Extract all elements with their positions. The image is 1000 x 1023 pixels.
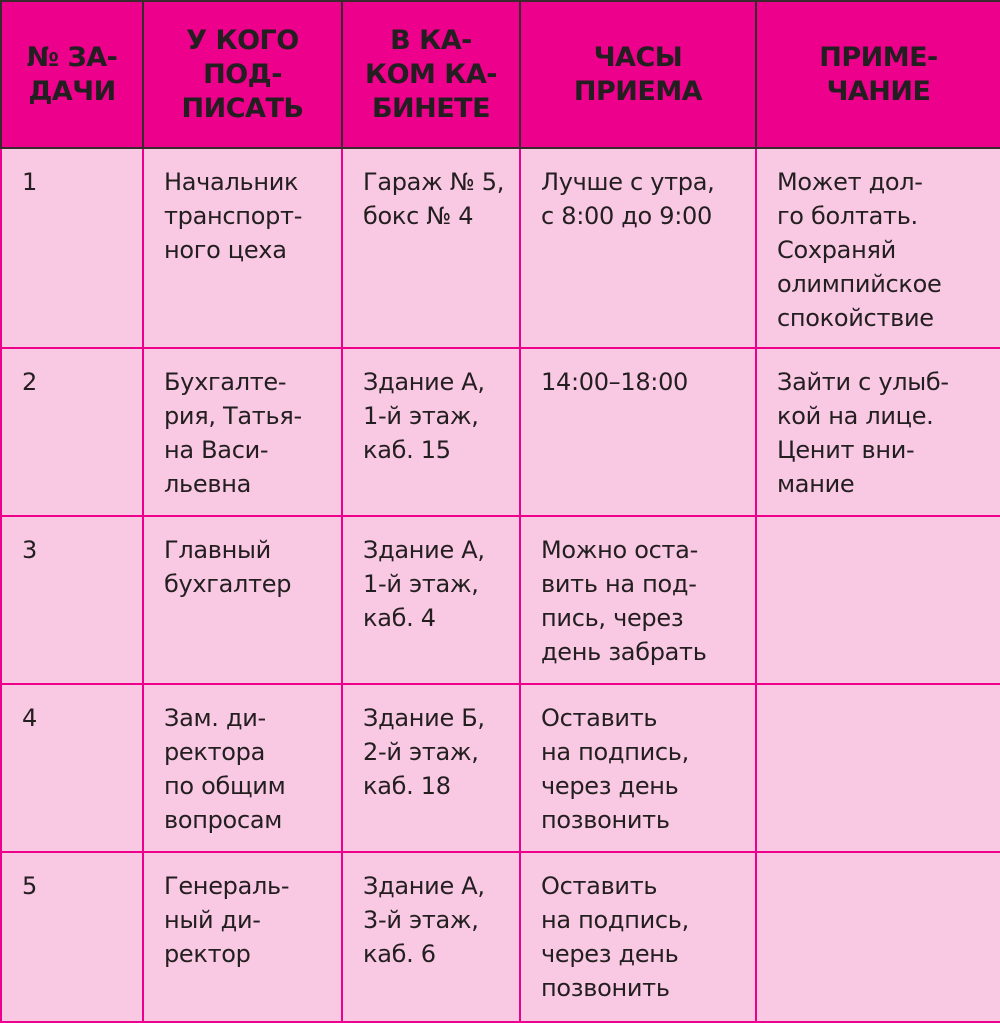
cell-hours: Лучше с утра, с 8:00 до 9:00 (519, 147, 757, 349)
cell-note (755, 683, 1000, 853)
cell-task-number: 4 (0, 683, 144, 853)
header-office: В КА- КОМ КА- БИНЕТЕ (341, 0, 521, 149)
cell-office: Здание А, 1-й этаж, каб. 4 (341, 515, 521, 685)
cell-hours: Оставить на подпись, через день позвонит… (519, 851, 757, 1023)
table-row: 3 Главный бухгалтер Здание А, 1-й этаж, ка… (0, 515, 1000, 685)
cell-note: Зайти с улыб- кой на лице. Ценит вни- ма… (755, 347, 1000, 517)
cell-who-signs: Начальник транспорт- ного цеха (142, 147, 343, 349)
cell-hours: Можно оста- вить на под- пись, через ден… (519, 515, 757, 685)
header-hours: ЧАСЫ ПРИЕМА (519, 0, 757, 149)
header-row: № ЗА- ДАЧИ У КОГО ПОД- ПИСАТЬ В КА- КОМ … (0, 0, 1000, 149)
header-who-signs: У КОГО ПОД- ПИСАТЬ (142, 0, 343, 149)
cell-who-signs: Зам. ди- ректора по общим вопросам (142, 683, 343, 853)
cell-who-signs: Генераль- ный ди- ректор (142, 851, 343, 1023)
cell-hours: Оставить на подпись, через день позвонит… (519, 683, 757, 853)
cell-office: Здание Б, 2-й этаж, каб. 18 (341, 683, 521, 853)
cell-who-signs: Главный бухгалтер (142, 515, 343, 685)
table-row: 1 Начальник транспорт- ного цеха Гараж № 5… (0, 147, 1000, 349)
cell-task-number: 2 (0, 347, 144, 517)
table-row: 4 Зам. ди- ректора по общим вопросам Здани… (0, 683, 1000, 853)
cell-task-number: 5 (0, 851, 144, 1023)
cell-task-number: 3 (0, 515, 144, 685)
header-note: ПРИМЕ- ЧАНИЕ (755, 0, 1000, 149)
cell-office: Гараж № 5, бокс № 4 (341, 147, 521, 349)
cell-note: Может дол- го болтать. Сохраняй олимпийс… (755, 147, 1000, 349)
cell-note (755, 851, 1000, 1023)
cell-office: Здание А, 1-й этаж, каб. 15 (341, 347, 521, 517)
cell-task-number: 1 (0, 147, 144, 349)
cell-hours: 14:00–18:00 (519, 347, 757, 517)
table-row: 5 Генераль- ный ди- ректор Здание А, 3-й э… (0, 851, 1000, 1023)
cell-who-signs: Бухгалте- рия, Татья- на Васи- льевна (142, 347, 343, 517)
header-task-number: № ЗА- ДАЧИ (0, 0, 144, 149)
cell-office: Здание А, 3-й этаж, каб. 6 (341, 851, 521, 1023)
table-row: 2 Бухгалте- рия, Татья- на Васи- льевна Зд… (0, 347, 1000, 517)
cell-note (755, 515, 1000, 685)
